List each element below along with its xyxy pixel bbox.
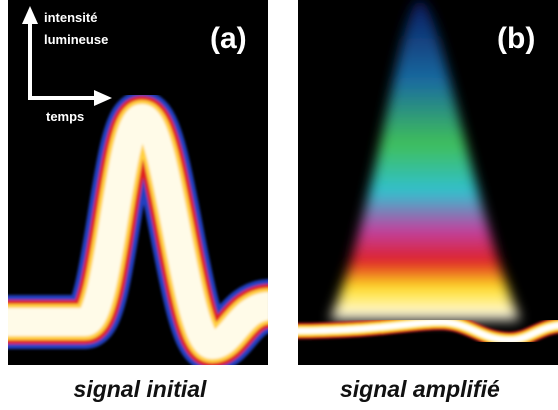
y-axis-label: lumineuse: [44, 32, 108, 47]
panel-label: (b): [497, 22, 535, 55]
caption: signal initial: [74, 376, 208, 402]
axis-arrows: [22, 6, 112, 106]
panel-b: [298, 0, 558, 365]
panel-a: [8, 0, 268, 365]
panel-label: (a): [210, 22, 247, 55]
caption: signal amplifié: [340, 376, 500, 402]
y-axis-label: intensité: [44, 10, 97, 25]
x-axis-label: temps: [46, 109, 84, 124]
